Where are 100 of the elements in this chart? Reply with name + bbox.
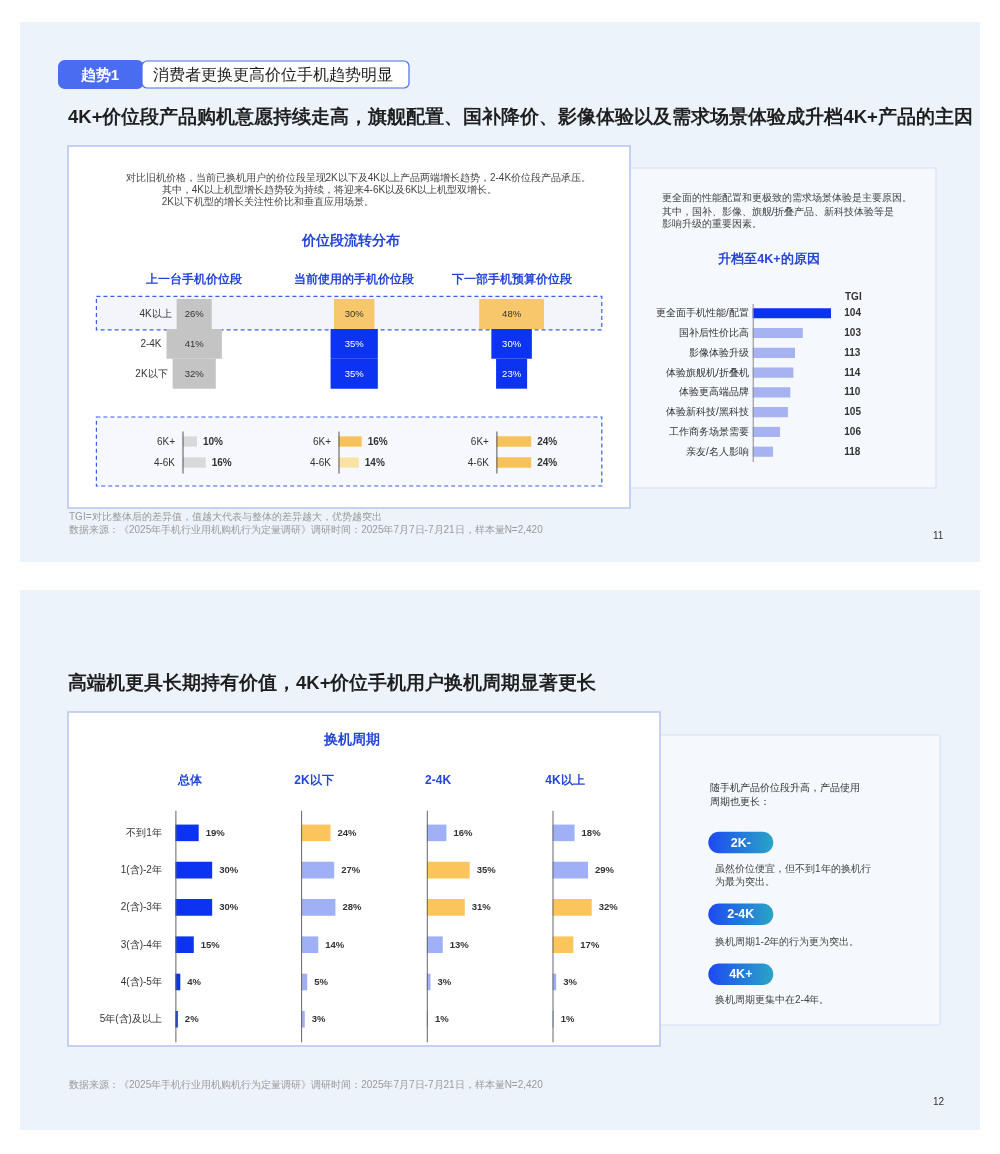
category-label: 上一台手机价位段 — [145, 271, 244, 286]
data-label: 24% — [337, 826, 358, 838]
data-label: 16% — [367, 435, 388, 447]
data-label: 1% — [435, 1013, 450, 1025]
y-tick-label: 3(含)-4年 — [120, 938, 162, 950]
chart-title: 2K以下 — [294, 773, 334, 788]
data-label: 114 — [844, 366, 861, 378]
data-label: 29% — [595, 864, 615, 876]
text: 12 — [933, 1096, 945, 1107]
y-tick-label: 体验更高端品牌 — [678, 386, 749, 398]
y-tick-label: 国补后性价比高 — [678, 327, 749, 339]
text: 其中，国补、影像、旗舰/折叠产品、新科技体验等是影响升级的重要因素。 — [661, 205, 895, 229]
data-label: 14% — [364, 456, 385, 468]
series-label: 4K以上 — [139, 307, 172, 319]
data-label: 32% — [184, 367, 205, 379]
text: 其中，4K以上机型增长趋势较为持续，将迎来4-6K以及6K以上机型双增长。 — [161, 183, 498, 195]
chart-title: 2-4K — [425, 773, 452, 788]
y-tick-label: 工作商务场景需要 — [668, 425, 749, 437]
text: 虽然价位便宜，但不到1年的换机行为最为突出。 — [715, 863, 871, 887]
data-label: 30% — [219, 864, 239, 876]
data-label: 23% — [502, 367, 522, 379]
data-label: 113 — [844, 346, 861, 358]
y-tick-label: 2(含)-3年 — [120, 901, 162, 913]
series-label: 2-4K — [140, 337, 162, 349]
data-label: 104 — [844, 307, 862, 319]
data-label: 35% — [344, 367, 365, 379]
text: 11 — [933, 530, 944, 541]
text: 价位段流转分布 — [301, 232, 400, 248]
data-label: 17% — [580, 938, 600, 950]
data-label: 48% — [502, 307, 522, 319]
data-label: 19% — [205, 826, 226, 838]
data-label: 35% — [344, 337, 365, 349]
data-label: 10% — [203, 435, 224, 447]
data-label: 18% — [581, 826, 602, 838]
y-tick-label: 6K+ — [312, 435, 332, 447]
data-label: 41% — [184, 337, 205, 349]
chart-title: 总体 — [176, 773, 203, 788]
source-note: 数据来源：《2025年手机行业用机购机行为定量调研》调研时间：2025年7月7日-7月21日，样本量N=2,420 — [69, 1079, 544, 1090]
data-label: 30% — [219, 901, 239, 913]
y-tick-label: 4(含)-5年 — [120, 975, 162, 987]
data-label: 32% — [598, 901, 619, 913]
y-tick-label: 体验新科技/黑科技 — [665, 406, 749, 418]
data-label: 15% — [200, 938, 221, 950]
data-label: 16% — [453, 826, 473, 838]
data-label: 103 — [844, 327, 862, 339]
source-note: 数据来源：《2025年手机行业用机购机行为定量调研》调研时间：2025年7月7日-7月21日，样本量N=2,420 — [69, 524, 544, 535]
text: 4K+价位段产品购机意愿持续走高，旗舰配置、国补降价、影像体验以及需求场景体验成升档4K+产品的主因 — [68, 106, 973, 127]
category-label: 当前使用的手机价位段 — [294, 271, 416, 286]
y-tick-label: 5年(含)及以上 — [99, 1013, 162, 1025]
y-tick-label: 影像体验升级 — [688, 346, 749, 358]
data-label: 5% — [314, 975, 329, 987]
series-label: 2K以下 — [135, 367, 168, 379]
text: TGI=对比整体后的差异值，值越大代表与整体的差异越大，优势越突出 — [69, 511, 382, 522]
text: TGI — [845, 291, 862, 303]
data-label: 106 — [844, 425, 862, 437]
chart-title: 升档至4K+的原因 — [717, 251, 820, 267]
data-label: 30% — [502, 337, 522, 349]
y-tick-label: 4-6K — [467, 456, 490, 468]
data-label: 3% — [311, 1013, 327, 1025]
text: 高端机更具长期持有价值，4K+价位手机用户换机周期显著更长 — [68, 672, 598, 693]
text: 随手机产品价位段升高，产品使用周期也更长： — [710, 782, 860, 807]
data-label: 105 — [844, 406, 862, 418]
text: 换机周期更集中在2-4年。 — [715, 994, 830, 1005]
text: 换机周期1-2年的行为更为突出。 — [715, 935, 860, 947]
text: 2-4K — [727, 907, 755, 922]
y-tick-label: 6K+ — [470, 435, 490, 447]
text: 更全面的性能配置和更极致的需求场景体验是主要原因。 — [661, 192, 912, 204]
y-tick-label: 更全面手机性能/配置 — [655, 307, 749, 319]
data-label: 4% — [187, 975, 202, 987]
data-label: 1% — [560, 1013, 576, 1025]
data-label: 2% — [184, 1013, 200, 1025]
y-tick-label: 4-6K — [309, 456, 332, 468]
text: 2K以下机型的增长关注性价比和垂直应用场景。 — [161, 196, 375, 207]
data-label: 3% — [437, 975, 452, 987]
text: 消费者更换更高价位手机趋势明显 — [153, 66, 393, 83]
chart-title: 4K以上 — [545, 773, 585, 788]
category-label: 下一部手机预算价位段 — [450, 271, 573, 286]
data-label: 24% — [537, 435, 558, 447]
data-label: 35% — [476, 864, 497, 876]
data-label: 118 — [844, 445, 861, 457]
data-label: 110 — [844, 386, 861, 398]
data-label: 31% — [471, 901, 492, 913]
text: 2K- — [730, 835, 751, 850]
data-label: 28% — [342, 901, 362, 913]
y-tick-label: 亲友/名人影响 — [685, 445, 749, 457]
text: 4K+ — [729, 967, 753, 982]
data-label: 30% — [344, 307, 365, 319]
text: 趋势1 — [79, 66, 120, 83]
y-tick-label: 4-6K — [153, 456, 176, 468]
y-tick-label: 1(含)-2年 — [120, 864, 162, 876]
y-tick-label: 6K+ — [156, 435, 176, 447]
data-label: 26% — [184, 307, 205, 319]
data-label: 27% — [341, 864, 361, 876]
text: 对比旧机价格，当前已换机用户的价位段呈现2K以下及4K以上产品两端增长趋势，2-4K价位段产品承压。 — [125, 171, 592, 183]
data-label: 14% — [325, 938, 345, 950]
data-label: 3% — [563, 975, 578, 987]
y-tick-label: 体验旗舰机/折叠机 — [665, 366, 749, 378]
data-label: 24% — [537, 456, 558, 468]
y-tick-label: 不到1年 — [126, 826, 162, 838]
data-label: 13% — [449, 938, 470, 950]
